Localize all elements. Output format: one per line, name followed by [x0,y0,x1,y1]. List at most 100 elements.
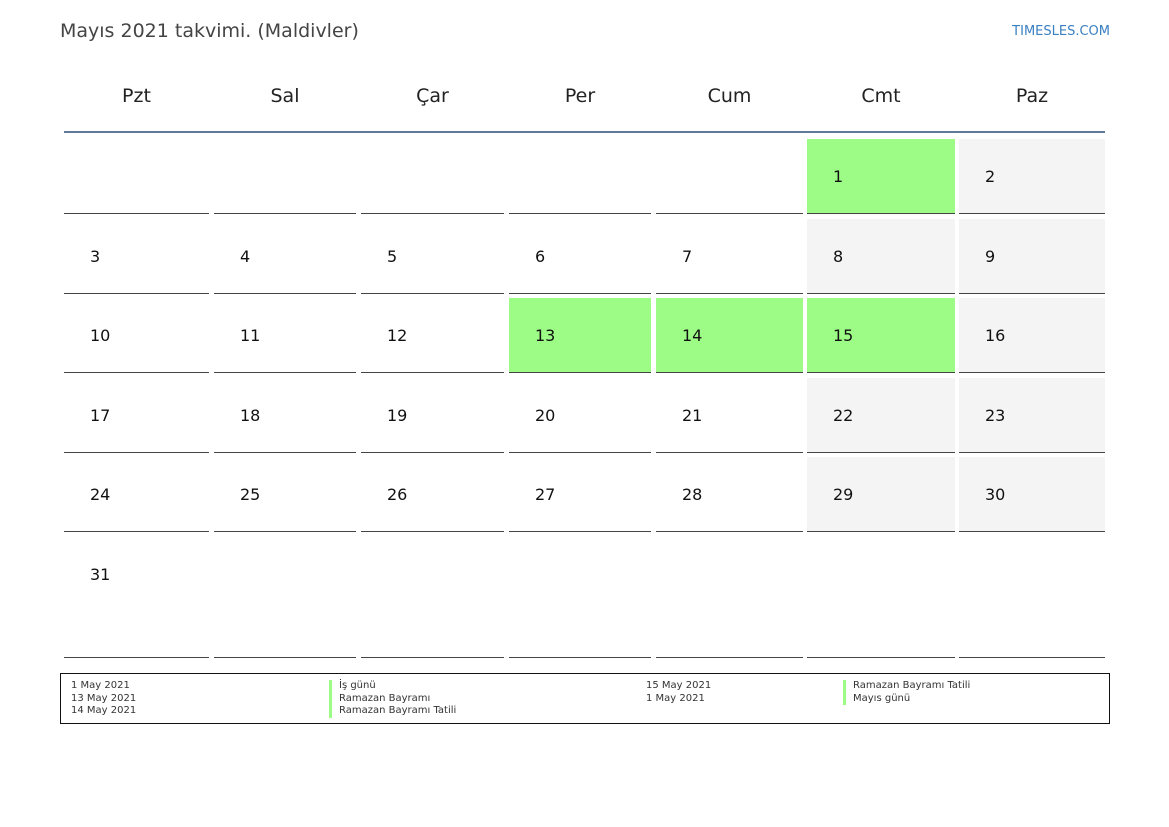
day-cell-14[interactable]: 14 [656,298,803,373]
cell-divider [656,531,803,532]
legend-entry: İş günü [329,680,456,693]
cell-divider [509,531,651,532]
cell-divider [509,213,651,214]
empty-day-cell [361,537,504,658]
day-number: 19 [387,406,408,425]
day-cell-23[interactable]: 23 [959,378,1105,453]
legend-entry: 14 May 2021 [71,705,137,716]
cell-divider [214,531,356,532]
cell-divider [959,372,1105,373]
day-number: 21 [682,406,703,425]
day-cell-15[interactable]: 15 [807,298,955,373]
empty-day-cell [361,139,504,214]
page-title: Mayıs 2021 takvimi. (Maldivler) [60,20,359,42]
day-number: 4 [240,247,251,266]
legend-entry: 13 May 2021 [71,692,137,704]
cell-divider [807,213,955,214]
day-number: 5 [387,247,398,266]
day-cell-6[interactable]: 6 [509,219,651,294]
day-number: 25 [240,485,261,504]
day-cell-2[interactable]: 2 [959,139,1105,214]
cell-divider [361,452,504,453]
legend-entry: 1 May 2021 [646,692,705,704]
cell-divider [509,293,651,294]
day-cell-9[interactable]: 9 [959,219,1105,294]
day-number: 15 [833,326,854,345]
weekday-label: Çar [416,85,449,107]
day-cell-8[interactable]: 8 [807,219,955,294]
empty-day-cell [656,139,803,214]
legend-right-names: Ramazan Bayramı Tatili Mayıs günü [843,680,970,705]
cell-divider [959,213,1105,214]
cell-divider [361,293,504,294]
cell-divider [807,452,955,453]
day-cell-7[interactable]: 7 [656,219,803,294]
day-cell-12[interactable]: 12 [361,298,504,373]
legend-entry: Ramazan Bayramı Tatili [843,680,970,693]
day-cell-22[interactable]: 22 [807,378,955,453]
empty-day-cell [214,139,356,214]
day-cell-30[interactable]: 30 [959,457,1105,532]
day-number: 20 [535,406,556,425]
day-cell-28[interactable]: 28 [656,457,803,532]
cell-divider [509,452,651,453]
legend-left-dates: 1 May 2021 13 May 2021 14 May 2021 [71,680,136,718]
day-number: 30 [985,485,1006,504]
day-cell-10[interactable]: 10 [64,298,209,373]
day-number: 18 [240,406,261,425]
day-cell-25[interactable]: 25 [214,457,356,532]
day-cell-1[interactable]: 1 [807,139,955,214]
day-cell-18[interactable]: 18 [214,378,356,453]
day-cell-24[interactable]: 24 [64,457,209,532]
day-cell-21[interactable]: 21 [656,378,803,453]
day-cell-4[interactable]: 4 [214,219,356,294]
day-number: 1 [833,167,844,186]
cell-divider [361,531,504,532]
legend-left-names: İş günü Ramazan Bayramı Ramazan Bayramı Ta… [329,680,456,718]
day-cell-11[interactable]: 11 [214,298,356,373]
cell-divider [656,372,803,373]
cell-divider [656,452,803,453]
cell-divider [509,657,651,658]
weekday-label: Paz [1015,85,1049,107]
empty-day-cell [656,537,803,658]
cell-divider [656,657,803,658]
cell-divider [959,293,1105,294]
day-cell-29[interactable]: 29 [807,457,955,532]
day-number: 6 [535,247,546,266]
brand-link[interactable]: TIMESLES.COM [1012,24,1110,39]
weekday-label: Sal [270,85,300,107]
cell-divider [214,293,356,294]
day-cell-17[interactable]: 17 [64,378,209,453]
day-cell-26[interactable]: 26 [361,457,504,532]
cell-divider [807,531,955,532]
cell-divider [807,293,955,294]
legend-entry: Ramazan Bayramı [329,692,456,705]
day-number: 29 [833,485,854,504]
cell-divider [64,452,209,453]
cell-divider [214,372,356,373]
day-cell-3[interactable]: 3 [64,219,209,294]
day-cell-16[interactable]: 16 [959,298,1105,373]
day-cell-19[interactable]: 19 [361,378,504,453]
cell-divider [214,657,356,658]
day-cell-27[interactable]: 27 [509,457,651,532]
day-cell-31[interactable]: 31 [64,537,209,658]
day-cell-5[interactable]: 5 [361,219,504,294]
legend-right-dates: 15 May 2021 1 May 2021 [646,680,711,705]
cell-divider [361,213,504,214]
day-number: 2 [985,167,996,186]
day-cell-20[interactable]: 20 [509,378,651,453]
day-number: 17 [90,406,111,425]
day-number: 12 [387,326,408,345]
cell-divider [807,657,955,658]
empty-day-cell [64,139,209,214]
cell-divider [656,213,803,214]
legend-entry: Mayıs günü [843,692,970,705]
weekday-label: Cum [707,85,752,107]
cell-divider [959,657,1105,658]
day-cell-13[interactable]: 13 [509,298,651,373]
cell-divider [959,531,1105,532]
cell-divider [807,372,955,373]
